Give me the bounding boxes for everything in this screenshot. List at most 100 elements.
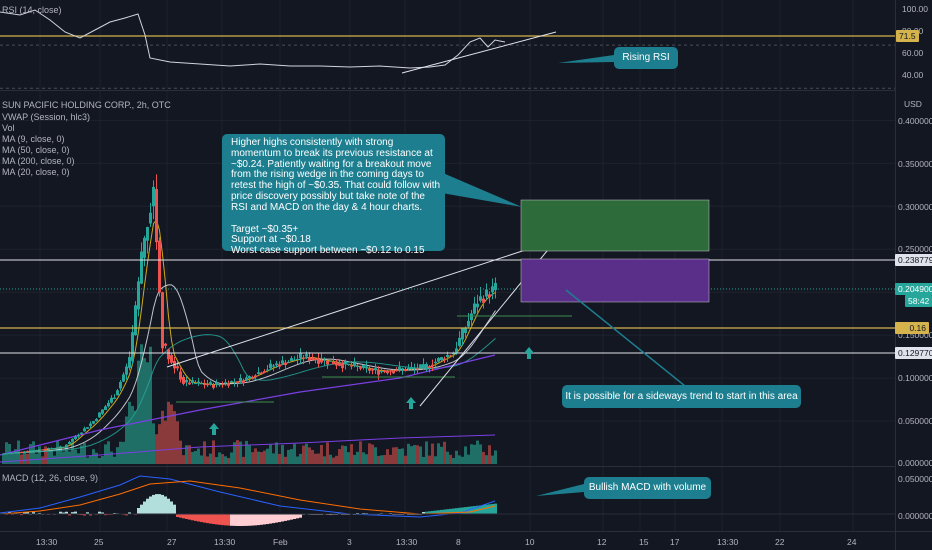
volume-bar bbox=[98, 457, 101, 464]
rsi-title[interactable]: RSI (14, close) bbox=[2, 5, 62, 15]
volume-bar bbox=[308, 447, 311, 464]
candle-body bbox=[197, 381, 200, 384]
candle-body bbox=[368, 368, 371, 371]
macd-panel-separator[interactable] bbox=[0, 466, 895, 467]
macd-histogram-bar bbox=[272, 514, 275, 524]
macd-histogram-bar bbox=[65, 511, 68, 514]
volume-bar bbox=[83, 443, 86, 464]
candle-body bbox=[53, 448, 56, 450]
rsi-panel-separator[interactable] bbox=[0, 90, 895, 91]
volume-bar bbox=[443, 441, 446, 464]
volume-bar bbox=[65, 444, 68, 464]
volume-bar bbox=[323, 456, 326, 464]
volume-bar bbox=[476, 440, 479, 464]
volume-bar bbox=[284, 456, 287, 464]
candle-body bbox=[254, 375, 257, 378]
analysis-line: momentum to break its previous resistanc… bbox=[231, 147, 433, 159]
macd-title[interactable]: MACD (12, 26, close, 9) bbox=[2, 473, 99, 483]
indicator-ma20[interactable]: MA (20, close, 0) bbox=[2, 167, 70, 177]
price-axis-0000: 0.000000 bbox=[898, 458, 932, 468]
volume-bar bbox=[452, 457, 455, 464]
volume-bar bbox=[56, 440, 59, 464]
volume-bar bbox=[8, 443, 11, 464]
indicator-ma200[interactable]: MA (200, close, 0) bbox=[2, 156, 75, 166]
volume-bar bbox=[296, 456, 299, 464]
sideways-note-callout[interactable]: It is possible for a sideways trend to s… bbox=[562, 385, 801, 408]
macd-histogram-bar bbox=[140, 504, 143, 514]
candle-body bbox=[71, 438, 74, 442]
candle-body bbox=[494, 282, 497, 291]
volume-bar bbox=[68, 451, 71, 464]
candle-body bbox=[134, 305, 137, 336]
volume-bar bbox=[320, 444, 323, 464]
candle-body bbox=[482, 298, 485, 303]
indicator-ma9[interactable]: MA (9, close, 0) bbox=[2, 134, 65, 144]
macd-histogram-bar bbox=[299, 514, 302, 518]
analysis-callout[interactable]: Higher highs consistently with strong mo… bbox=[222, 134, 445, 256]
volume-bar bbox=[215, 457, 218, 464]
candle-body bbox=[275, 363, 278, 366]
volume-bar bbox=[290, 449, 293, 464]
candle-body bbox=[416, 368, 419, 370]
volume-bar bbox=[131, 405, 134, 464]
volume-bar bbox=[263, 450, 266, 464]
volume-bar bbox=[149, 346, 152, 464]
volume-bar bbox=[251, 452, 254, 464]
volume-bar bbox=[158, 424, 161, 464]
macd-histogram-bar bbox=[143, 501, 146, 514]
price-axis-0300: 0.300000 bbox=[898, 202, 932, 212]
macd-histogram-bar bbox=[104, 514, 107, 516]
candle-body bbox=[356, 365, 359, 367]
macd-histogram-bar bbox=[218, 514, 221, 525]
candle-body bbox=[143, 237, 146, 258]
bar-countdown-tag: 58:42 bbox=[905, 295, 932, 307]
candle-body bbox=[221, 383, 224, 386]
candle-body bbox=[398, 367, 401, 370]
macd-histogram-bar bbox=[428, 511, 431, 514]
macd-histogram-bar bbox=[290, 514, 293, 520]
candle-body bbox=[407, 367, 410, 370]
indicator-vwap[interactable]: VWAP (Session, hlc3) bbox=[2, 112, 91, 122]
rsi-line bbox=[0, 9, 506, 69]
analysis-line: Support at ~$0.18 bbox=[231, 234, 311, 246]
macd-histogram-bar bbox=[461, 507, 464, 514]
candle-body bbox=[374, 368, 377, 371]
macd-histogram-bar bbox=[278, 514, 281, 523]
candle-body bbox=[26, 451, 29, 453]
volume-bar bbox=[269, 444, 272, 464]
macd-note-callout[interactable]: Bullish MACD with volume bbox=[584, 477, 711, 499]
indicator-vol[interactable]: Vol bbox=[2, 123, 15, 133]
macd-histogram-bar bbox=[167, 498, 170, 514]
rsi-note-callout[interactable]: Rising RSI bbox=[614, 47, 678, 69]
volume-bar bbox=[32, 441, 35, 464]
macd-histogram-bar bbox=[263, 514, 266, 525]
volume-bar bbox=[29, 444, 32, 464]
volume-bar bbox=[359, 441, 362, 464]
indicator-ma50[interactable]: MA (50, close, 0) bbox=[2, 145, 70, 155]
time-label: 17 bbox=[670, 537, 680, 547]
candle-body bbox=[215, 382, 218, 385]
candle-body bbox=[77, 434, 80, 437]
volume-bar bbox=[248, 445, 251, 464]
volume-bar bbox=[311, 449, 314, 464]
volume-bar bbox=[338, 449, 341, 464]
volume-bar bbox=[398, 448, 401, 464]
candle-body bbox=[266, 369, 269, 371]
macd-callout-pointer bbox=[536, 484, 584, 496]
candle-body bbox=[329, 360, 332, 362]
candle-body bbox=[278, 364, 281, 367]
volume-bar bbox=[107, 441, 110, 464]
macd-histogram-bar bbox=[179, 514, 182, 518]
volume-bar bbox=[89, 455, 92, 464]
macd-histogram-bar bbox=[101, 512, 104, 514]
candle-body bbox=[179, 371, 182, 380]
time-label: 13:30 bbox=[396, 537, 418, 547]
analysis-line: retest the high of ~$0.35. That could fo… bbox=[231, 180, 441, 192]
candle-body bbox=[92, 421, 95, 424]
volume-bar bbox=[101, 456, 104, 464]
volume-bar bbox=[197, 448, 200, 464]
symbol-title[interactable]: SUN PACIFIC HOLDING CORP., 2h, OTC bbox=[2, 100, 171, 110]
volume-bar bbox=[482, 451, 485, 464]
candle-body bbox=[113, 397, 116, 399]
